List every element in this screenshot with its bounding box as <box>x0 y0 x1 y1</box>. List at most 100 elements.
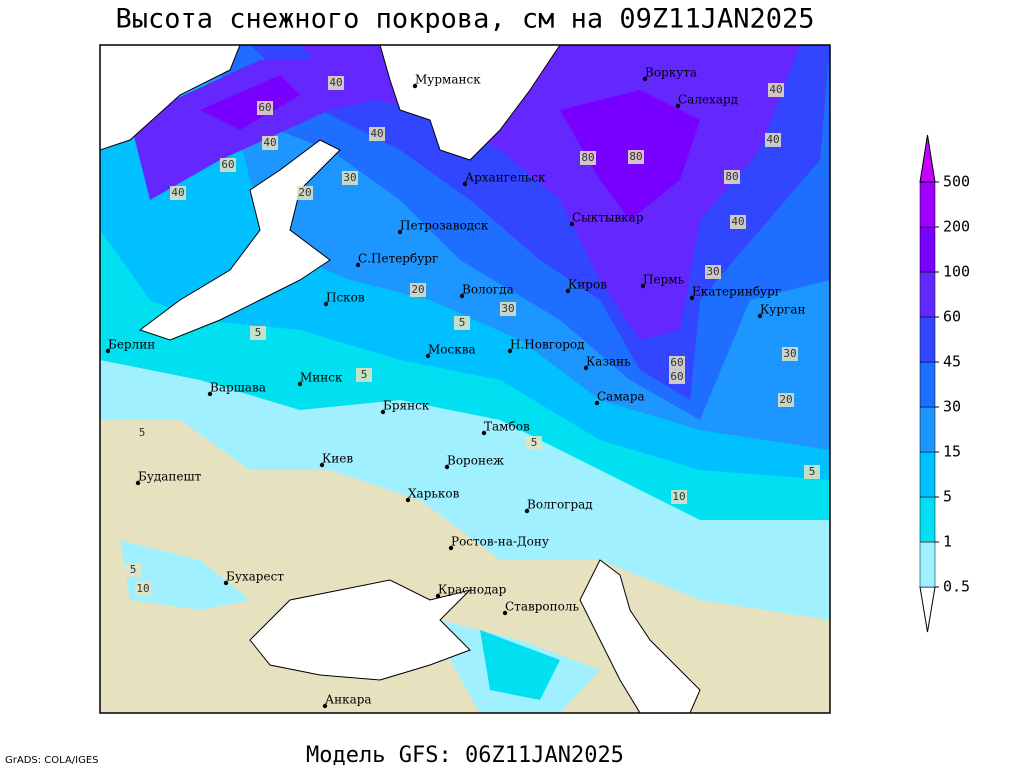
contour-label: 60 <box>221 158 234 171</box>
city-dot <box>355 262 361 268</box>
contour-label: 30 <box>783 347 796 360</box>
city-dot <box>207 391 213 397</box>
city-label: Тамбов <box>484 420 530 434</box>
contour-label-box <box>170 186 186 200</box>
contour-label: 40 <box>263 136 276 149</box>
city-dot <box>425 353 431 359</box>
city-label: Петрозаводск <box>400 219 489 233</box>
contour-label-box <box>669 356 685 370</box>
contour-label-box <box>262 136 278 150</box>
contour-label-box <box>724 170 740 184</box>
colorbar-band <box>919 451 936 498</box>
city-label: Псков <box>326 291 365 305</box>
contour-label-box <box>297 186 313 200</box>
colorbar-label: 45 <box>943 353 961 371</box>
contour-label-box <box>778 393 794 407</box>
city-label: Вологда <box>462 283 514 297</box>
city-dot <box>462 181 468 187</box>
contour-label-box <box>356 368 372 382</box>
city-label: Харьков <box>408 487 460 501</box>
contour-label-box <box>580 151 596 165</box>
contour-label: 10 <box>672 490 685 503</box>
city-label: С.Петербург <box>358 252 438 266</box>
city-dot <box>583 365 589 371</box>
city-label: Мурманск <box>415 73 481 87</box>
colorbar-label: 30 <box>943 398 961 416</box>
contour-label: 40 <box>769 83 782 96</box>
city-label: Анкара <box>325 693 372 707</box>
city-dot <box>319 462 325 468</box>
city-label: Архангельск <box>465 171 546 185</box>
colorbar-band <box>919 316 936 363</box>
city-label: Варшава <box>210 381 266 395</box>
title: Высота снежного покрова, см на 09Z11JAN2… <box>116 4 815 35</box>
city-dot <box>297 381 303 387</box>
contour-label: 40 <box>731 215 744 228</box>
colorbar-label: 0.5 <box>943 578 970 596</box>
city-dot <box>565 288 571 294</box>
colorbar-label: 500 <box>943 173 970 191</box>
city-label: Будапешт <box>138 470 202 484</box>
city-label: Екатеринбург <box>692 285 781 299</box>
city-dot <box>380 409 386 415</box>
contour-label-box <box>135 582 151 596</box>
snow-100 <box>200 75 700 220</box>
colorbar-band <box>919 496 936 543</box>
contour-label-box <box>328 76 344 90</box>
contour-label-box <box>125 563 141 577</box>
contour-label: 60 <box>258 101 271 114</box>
contour-label: 5 <box>255 326 262 339</box>
city-label: Воркута <box>645 66 697 80</box>
contour-label-box <box>671 490 687 504</box>
contour-label-box <box>705 265 721 279</box>
contour-label: 10 <box>136 582 149 595</box>
city-dot <box>507 348 513 354</box>
city-label: Брянск <box>383 399 430 413</box>
city-dot <box>640 283 646 289</box>
city-dot <box>135 480 141 486</box>
city-dot <box>689 295 695 301</box>
contour-label-box <box>134 426 150 440</box>
city-dot <box>105 348 111 354</box>
city-label: Ростов-на-Дону <box>451 535 549 549</box>
city-dot <box>323 301 329 307</box>
contour-label: 5 <box>809 465 816 478</box>
city-label: Н.Новгород <box>510 338 585 352</box>
colorbar-band <box>919 541 936 588</box>
city-dot <box>405 497 411 503</box>
city-dot <box>397 229 403 235</box>
contour-label: 80 <box>629 150 642 163</box>
contour-label: 60 <box>670 356 683 369</box>
contour-label: 5 <box>459 316 466 329</box>
contour-label: 5 <box>531 436 538 449</box>
city-dot <box>412 83 418 89</box>
contour-label: 80 <box>725 170 738 183</box>
contour-label: 40 <box>171 186 184 199</box>
city-dot <box>675 103 681 109</box>
city-dot <box>594 400 600 406</box>
contour-label: 30 <box>706 265 719 278</box>
colorbar-label: 15 <box>943 443 961 461</box>
colorbar-label: 200 <box>943 218 970 236</box>
sea <box>100 45 701 713</box>
colorbar-label: 1 <box>943 533 952 551</box>
contour-label-box <box>369 127 385 141</box>
city-label: Минск <box>300 371 343 385</box>
colorbar-band <box>919 271 936 318</box>
city-dot <box>435 593 441 599</box>
contour-label: 20 <box>411 283 424 296</box>
contour-label: 20 <box>779 393 792 406</box>
city-dot <box>459 293 465 299</box>
colorbar-band <box>919 406 936 453</box>
city-dot <box>481 430 487 436</box>
colorbar-label: 5 <box>943 488 952 506</box>
contour-label: 60 <box>670 370 683 383</box>
city-dot <box>322 703 328 709</box>
city-label: Казань <box>586 355 631 369</box>
city-label: Киев <box>322 452 353 466</box>
city-dot <box>642 76 648 82</box>
contour-label-box <box>768 83 784 97</box>
city-dot <box>524 508 530 514</box>
contour-label: 5 <box>130 563 137 576</box>
city-dot <box>757 313 763 319</box>
